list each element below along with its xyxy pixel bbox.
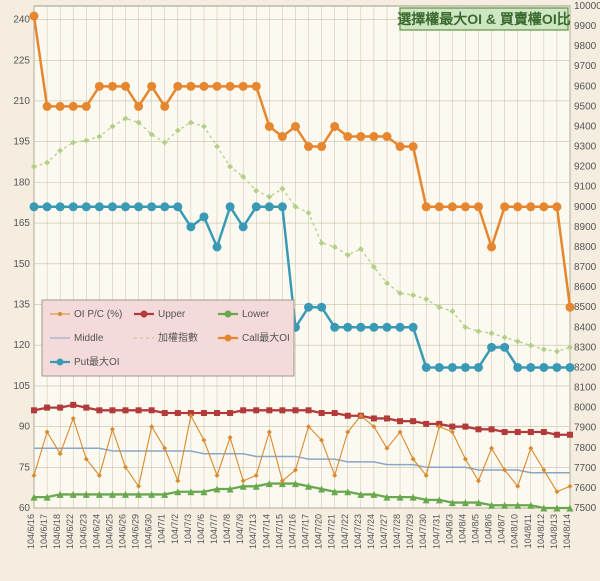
y-right-tick: 9100 [574,182,597,193]
y-right-tick: 9200 [574,162,597,173]
y-right-tick: 7800 [574,443,597,454]
y-left-tick: 165 [13,218,30,229]
x-tick-label: 104/8/14 [562,514,572,549]
y-right-tick: 7600 [574,483,597,494]
y-left-tick: 135 [13,299,30,310]
y-right-tick: 8600 [574,282,597,293]
x-tick-label: 104/7/15 [274,514,284,549]
x-tick-label: 104/6/22 [65,514,75,549]
x-tick-label: 104/8/13 [549,514,559,549]
y-left-tick: 210 [13,96,30,107]
x-tick-label: 104/6/23 [78,514,88,549]
x-tick-label: 104/6/30 [144,514,154,549]
y-right-tick: 8200 [574,362,597,373]
x-tick-label: 104/6/18 [52,514,62,549]
x-tick-label: 104/7/29 [405,514,415,549]
x-tick-label: 104/7/1 [157,514,167,544]
legend-label: Middle [74,333,104,344]
y-left-tick: 90 [19,422,31,433]
x-tick-label: 104/7/20 [314,514,324,549]
y-right-tick: 7700 [574,463,597,474]
legend-label: 加權指數 [158,331,198,344]
x-tick-label: 104/8/4 [457,514,467,544]
x-tick-label: 104/7/7 [209,514,219,544]
x-tick-label: 104/7/6 [196,514,206,544]
y-left-tick: 225 [13,55,30,66]
x-tick-label: 104/7/24 [366,514,376,549]
legend-label: Lower [242,309,270,320]
x-tick-label: 104/7/30 [418,514,428,549]
x-tick-label: 104/7/21 [327,514,337,549]
x-tick-label: 104/7/23 [353,514,363,549]
y-left-tick: 180 [13,177,30,188]
plot-area [34,6,570,508]
x-tick-label: 104/8/6 [484,514,494,544]
y-right-tick: 9700 [574,61,597,72]
y-right-tick: 9500 [574,101,597,112]
y-left-tick: 120 [13,340,30,351]
x-tick-label: 104/8/11 [523,514,533,548]
y-right-tick: 8100 [574,383,597,394]
x-tick-label: 104/7/2 [170,514,180,544]
y-right-tick: 9400 [574,121,597,132]
y-right-tick: 9900 [574,21,597,32]
x-tick-label: 104/6/24 [91,514,101,549]
x-tick-label: 104/6/25 [104,514,114,549]
chart-title: 選擇權最大OI & 買賣權OI比 [397,11,570,27]
x-tick-label: 104/8/7 [497,514,507,544]
y-left-tick: 105 [13,381,30,392]
y-right-tick: 8500 [574,302,597,313]
y-right-tick: 8400 [574,322,597,333]
y-right-tick: 8800 [574,242,597,253]
x-tick-label: 104/7/28 [392,514,402,549]
legend-label: Call最大OI [242,331,290,344]
x-tick-label: 104/7/27 [379,514,389,549]
y-right-tick: 9300 [574,142,597,153]
x-tick-label: 104/7/14 [261,514,271,549]
y-right-tick: 9600 [574,81,597,92]
chart-svg: 60 75 90 105 120 135 150 165 180 195 210 225 240 7500… [0,0,600,581]
y-left-tick: 150 [13,259,30,270]
x-tick-label: 104/7/31 [431,514,441,549]
x-tick-label: 104/7/16 [287,514,297,549]
x-tick-label: 104/6/16 [26,514,36,549]
x-tick-label: 104/8/3 [444,514,454,544]
legend-label: Put最大OI [74,355,120,368]
y-right-tick: 9000 [574,202,597,213]
x-tick-label: 104/8/10 [510,514,520,549]
x-tick-label: 104/7/8 [222,514,232,544]
x-tick-label: 104/8/12 [536,514,546,549]
x-tick-label: 104/7/13 [248,514,258,549]
x-tick-label: 104/6/26 [118,514,128,549]
y-right-tick: 8700 [574,262,597,273]
y-right-tick: 9800 [574,41,597,52]
x-tick-label: 104/6/17 [39,514,49,549]
x-tick-label: 104/7/17 [301,514,311,549]
y-right-tick: 8000 [574,403,597,414]
x-tick-label: 104/8/5 [470,514,480,544]
y-right-tick: 8900 [574,222,597,233]
legend-label: OI P/C (%) [74,309,122,320]
x-tick-label: 104/7/3 [183,514,193,544]
y-right-tick: 7900 [574,423,597,434]
y-right-tick: 7500 [574,503,597,514]
y-right-tick: 10000 [574,1,600,12]
y-left-tick: 75 [19,462,31,473]
y-right-tick: 8300 [574,342,597,353]
legend-label: Upper [158,309,186,320]
x-tick-label: 104/7/9 [235,514,245,544]
y-left-tick: 195 [13,137,30,148]
x-tick-label: 104/6/29 [131,514,141,549]
y-left-tick: 60 [19,503,31,514]
x-tick-label: 104/7/22 [340,514,350,549]
y-left-tick: 240 [13,15,30,26]
